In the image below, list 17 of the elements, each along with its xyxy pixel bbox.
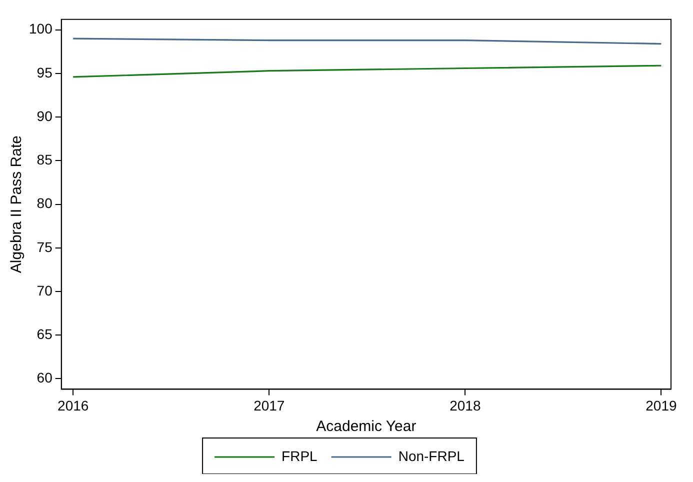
y-tick-label: 85 — [36, 152, 53, 168]
y-tick-label: 90 — [36, 108, 53, 124]
x-tick-label: 2018 — [450, 397, 481, 414]
y-axis-title: Algebra II Pass Rate — [8, 136, 26, 274]
x-tick-label: 2019 — [646, 397, 677, 414]
x-axis-title: Academic Year — [316, 418, 416, 436]
y-tick-label: 80 — [36, 195, 53, 212]
x-tick-label: 2017 — [254, 397, 285, 414]
y-tick-label: 70 — [36, 282, 53, 298]
y-tick-label: 65 — [36, 326, 53, 342]
legend-label: Non-FRPL — [398, 448, 465, 464]
y-tick-label: 75 — [36, 238, 53, 255]
y-tick-label: 60 — [36, 370, 53, 386]
y-tick-label: 100 — [29, 20, 53, 37]
y-tick-label: 95 — [36, 64, 53, 80]
x-tick-label: 2016 — [58, 397, 89, 414]
legend-label: FRPL — [282, 448, 318, 464]
